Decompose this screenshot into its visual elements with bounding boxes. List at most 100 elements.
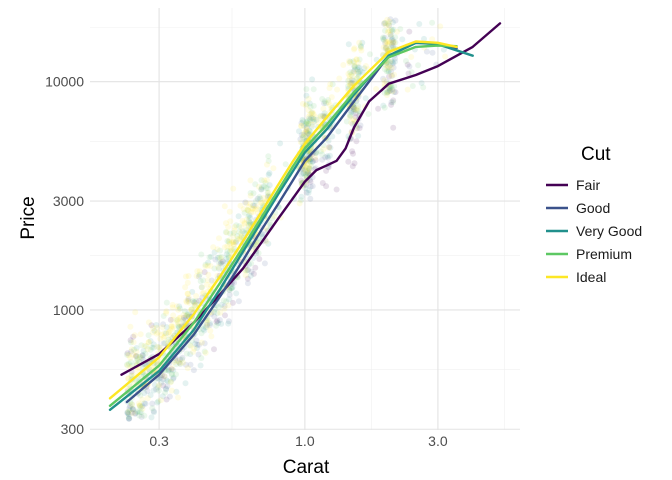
data-point — [238, 224, 245, 231]
data-point — [175, 323, 182, 329]
data-point — [202, 261, 209, 268]
data-point — [129, 406, 136, 413]
data-point — [387, 39, 393, 46]
data-point — [380, 36, 387, 43]
data-point — [167, 316, 174, 323]
data-point — [367, 51, 373, 58]
data-point — [155, 387, 162, 394]
data-point — [238, 230, 245, 237]
data-point — [391, 71, 397, 78]
smooth-line-premium — [108, 44, 458, 407]
data-point — [340, 62, 347, 68]
data-point — [265, 240, 272, 247]
data-point — [240, 206, 247, 213]
data-point — [305, 166, 312, 173]
data-point — [214, 254, 221, 261]
data-point — [299, 134, 306, 140]
data-point — [306, 187, 313, 194]
data-point — [312, 157, 319, 164]
data-point — [124, 409, 131, 416]
data-point — [131, 346, 137, 353]
data-point — [305, 168, 311, 174]
data-point — [382, 38, 389, 45]
data-point — [233, 222, 240, 229]
data-point — [388, 33, 395, 40]
data-point — [168, 371, 175, 378]
data-point — [173, 303, 180, 310]
data-point — [155, 398, 162, 405]
data-point — [176, 323, 182, 330]
data-point — [382, 45, 389, 52]
data-point — [347, 113, 354, 120]
data-point — [164, 383, 171, 390]
data-point — [384, 16, 391, 23]
data-point — [177, 356, 184, 363]
data-point — [226, 208, 233, 215]
data-point — [305, 120, 312, 127]
data-point — [265, 189, 272, 196]
data-point — [165, 366, 172, 373]
data-point — [351, 62, 358, 69]
data-point — [229, 299, 236, 306]
data-point — [139, 405, 146, 412]
data-point — [310, 116, 317, 123]
data-point — [307, 156, 314, 163]
data-point — [347, 69, 354, 76]
data-point — [265, 153, 272, 160]
data-point — [179, 317, 186, 324]
data-point — [134, 409, 141, 416]
data-point — [163, 310, 169, 317]
data-point — [191, 345, 198, 352]
data-point — [252, 206, 259, 213]
data-point — [137, 354, 144, 361]
data-point — [224, 243, 231, 250]
data-point — [170, 323, 177, 330]
data-point — [202, 263, 209, 270]
data-point — [244, 207, 251, 214]
data-point — [329, 133, 336, 140]
data-point — [392, 34, 399, 41]
data-point — [302, 173, 309, 179]
data-point — [221, 305, 228, 312]
data-point — [128, 409, 135, 416]
data-point — [309, 158, 316, 165]
data-point — [386, 22, 393, 29]
data-point — [365, 111, 372, 117]
data-point — [187, 361, 194, 368]
data-point — [298, 120, 305, 126]
data-point — [345, 41, 352, 48]
data-point — [153, 322, 160, 328]
data-point — [317, 113, 324, 119]
data-point — [250, 202, 257, 209]
data-point — [129, 406, 136, 413]
data-point — [160, 340, 167, 347]
data-point — [388, 64, 395, 71]
data-point — [302, 164, 309, 170]
data-point — [207, 322, 213, 328]
data-point — [198, 355, 205, 362]
data-point — [349, 163, 356, 170]
data-point — [388, 101, 395, 108]
data-point — [326, 152, 333, 159]
x-tick-label: 1.0 — [295, 433, 315, 449]
data-point — [186, 299, 193, 306]
data-point — [211, 346, 217, 353]
data-point — [138, 342, 145, 349]
data-point — [231, 241, 238, 248]
data-point — [168, 387, 175, 394]
data-point — [389, 36, 396, 43]
data-point — [305, 130, 312, 137]
data-point — [144, 346, 151, 353]
data-point — [388, 84, 395, 91]
data-point — [128, 348, 135, 355]
data-point — [200, 277, 207, 284]
data-point — [150, 344, 157, 351]
data-point — [175, 394, 181, 401]
data-point — [327, 144, 334, 151]
data-point — [352, 114, 359, 121]
data-point — [125, 415, 132, 422]
legend-label: Fair — [576, 177, 600, 193]
data-point — [356, 64, 363, 71]
data-point — [299, 100, 306, 107]
data-point — [261, 260, 268, 267]
